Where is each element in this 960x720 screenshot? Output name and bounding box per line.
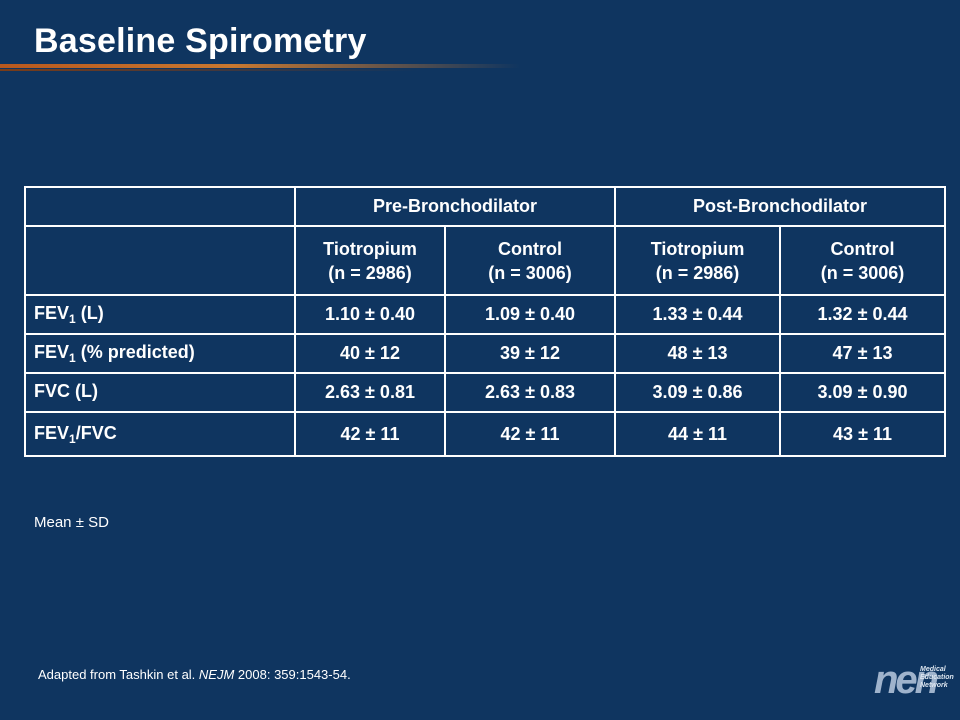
logo-mark: nen — [874, 658, 939, 702]
source-suffix: 2008: 359:1543-54. — [234, 667, 351, 682]
arm-n: (n = 3006) — [488, 262, 572, 283]
row-label-subscript: 1 — [69, 351, 76, 365]
table-row: FEV1 (% predicted) 40 ± 12 39 ± 12 48 ± … — [24, 333, 947, 374]
table-row: FEV1 (L) 1.10 ± 0.40 1.09 ± 0.40 1.33 ± … — [24, 294, 947, 335]
row-label-rest: /FVC — [75, 422, 117, 443]
table-cell: 44 ± 11 — [614, 411, 782, 457]
arm-name: Control — [498, 238, 562, 259]
source-citation: Adapted from Tashkin et al. NEJM 2008: 3… — [38, 667, 351, 682]
table-cell: 3.09 ± 0.86 — [614, 372, 782, 413]
row-label-rest: (L) — [75, 303, 104, 323]
logo-text: Medical Education Network — [920, 666, 954, 690]
logo-line: Medical — [920, 666, 946, 673]
empty-corner-cell — [24, 225, 296, 296]
sub-header-cell: Tiotropium (n = 2986) — [294, 225, 446, 296]
arm-n: (n = 3006) — [820, 262, 905, 283]
logo-line: Network — [920, 682, 948, 689]
arm-name: Tiotropium — [323, 238, 417, 259]
source-journal: NEJM — [198, 667, 235, 682]
sub-header-row: Tiotropium (n = 2986) Control (n = 3006) T… — [24, 225, 947, 296]
table-cell: 1.09 ± 0.40 — [443, 294, 617, 335]
table-cell: 43 ± 11 — [779, 411, 947, 457]
row-label-main: FEV — [34, 342, 70, 362]
table-cell: 2.63 ± 0.83 — [443, 372, 617, 413]
table-cell: 42 ± 11 — [294, 411, 446, 457]
arm-n: (n = 2986) — [655, 262, 740, 283]
empty-corner-cell — [24, 186, 296, 227]
group-header-post: Post-Bronchodilator — [614, 186, 947, 227]
table-cell: 1.32 ± 0.44 — [779, 294, 947, 335]
sub-header-cell: Control (n = 3006) — [779, 225, 947, 296]
row-label-subscript: 1 — [69, 431, 76, 446]
source-prefix: Adapted from Tashkin et al. — [38, 667, 199, 682]
row-label: FEV1 (% predicted) — [24, 333, 296, 374]
row-label-main: FEV — [34, 422, 70, 443]
footnote: Mean ± SD — [34, 514, 109, 531]
table-cell: 1.10 ± 0.40 — [294, 294, 446, 335]
row-label: FEV1/FVC — [24, 411, 296, 457]
spirometry-table: Pre-Bronchodilator Post-Bronchodilator T… — [24, 186, 947, 457]
arm-name: Tiotropium — [650, 238, 745, 259]
table-cell: 40 ± 12 — [294, 333, 446, 374]
row-label-main: FEV — [34, 303, 70, 323]
logo-line: Education — [920, 674, 954, 681]
table-cell: 42 ± 11 — [443, 411, 617, 457]
title-underline-shadow — [0, 69, 420, 71]
medical-education-network-logo: nen Medical Education Network — [874, 660, 954, 710]
slide-title: Baseline Spirometry — [34, 22, 367, 60]
row-label-main: FVC (L) — [34, 381, 98, 401]
arm-n: (n = 2986) — [328, 262, 412, 283]
arm-name: Control — [830, 238, 895, 259]
table-cell: 1.33 ± 0.44 — [614, 294, 782, 335]
title-underline — [0, 64, 520, 68]
group-header-pre: Pre-Bronchodilator — [293, 186, 617, 227]
table-cell: 47 ± 13 — [779, 333, 947, 374]
sub-header-cell: Tiotropium (n = 2986) — [614, 225, 782, 296]
table-cell: 3.09 ± 0.90 — [779, 372, 947, 413]
row-label: FEV1 (L) — [24, 294, 296, 335]
table-row: FEV1/FVC 42 ± 11 42 ± 11 44 ± 11 43 ± 11 — [24, 411, 947, 457]
row-label: FVC (L) — [24, 372, 296, 413]
table-cell: 2.63 ± 0.81 — [294, 372, 446, 413]
row-label-subscript: 1 — [69, 312, 76, 326]
table-cell: 48 ± 13 — [614, 333, 782, 374]
table-cell: 39 ± 12 — [443, 333, 617, 374]
row-label-rest: (% predicted) — [75, 342, 195, 362]
sub-header-cell: Control (n = 3006) — [443, 225, 617, 296]
group-header-row: Pre-Bronchodilator Post-Bronchodilator — [24, 186, 947, 227]
table-row: FVC (L) 2.63 ± 0.81 2.63 ± 0.83 3.09 ± 0… — [24, 372, 947, 413]
